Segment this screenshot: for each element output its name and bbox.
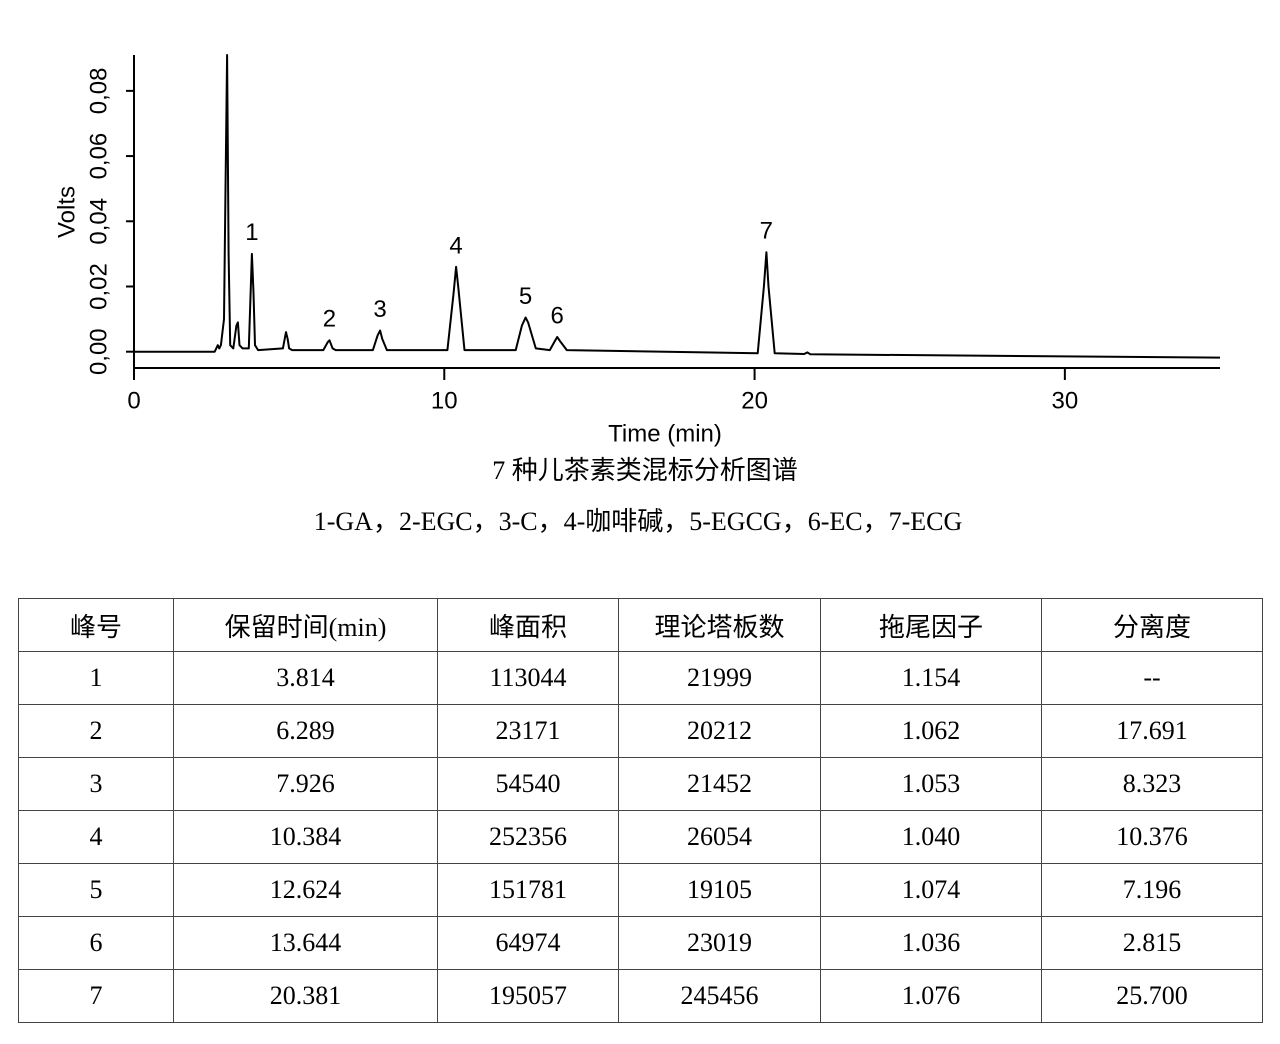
table-cell: 20212 — [618, 704, 821, 758]
table-cell: 7.926 — [173, 757, 438, 811]
table-cell: 8.323 — [1041, 757, 1263, 811]
table-cell: 25.700 — [1041, 969, 1263, 1023]
table-cell: 20.381 — [173, 969, 438, 1023]
table-cell: 23171 — [437, 704, 619, 758]
table-row: 3 7.926 54540 21452 1.053 8.323 — [18, 757, 1263, 811]
table-cell: 54540 — [437, 757, 619, 811]
y-tick-label: 0,08 — [85, 68, 112, 115]
peak-label: 6 — [551, 302, 564, 329]
table-cell: 64974 — [437, 916, 619, 970]
y-tick-label: 0,02 — [85, 263, 112, 310]
table-cell: 6 — [18, 916, 174, 970]
table-cell: 1.154 — [820, 651, 1042, 705]
x-axis-label: Time (min) — [608, 420, 722, 447]
table-cell: 245456 — [618, 969, 821, 1023]
table-cell: 分离度 — [1041, 598, 1263, 652]
peak-label: 3 — [373, 296, 386, 323]
table-cell: 1.074 — [820, 863, 1042, 917]
y-tick-label: 0,04 — [85, 198, 112, 245]
table-cell: -- — [1041, 651, 1263, 705]
peak-legend: 1-GA，2-EGC，3-C，4-咖啡碱，5-EGCG，6-EC，7-ECG — [314, 507, 963, 536]
table-cell: 峰号 — [18, 598, 174, 652]
table-row: 7 20.381 195057 245456 1.076 25.700 — [18, 969, 1263, 1023]
peak-label: 5 — [519, 283, 532, 310]
table-cell: 7 — [18, 969, 174, 1023]
y-axis-label: Volts — [53, 186, 80, 238]
table-row: 2 6.289 23171 20212 1.062 17.691 — [18, 704, 1263, 758]
table-cell: 17.691 — [1041, 704, 1263, 758]
table-cell: 23019 — [618, 916, 821, 970]
table-cell: 7.196 — [1041, 863, 1263, 917]
table-cell: 1.076 — [820, 969, 1042, 1023]
table-row: 4 10.384 252356 26054 1.040 10.376 — [18, 810, 1263, 864]
chromatogram-line — [134, 54, 1221, 359]
x-tick-label: 10 — [431, 387, 458, 414]
table-cell: 理论塔板数 — [618, 598, 821, 652]
table-cell: 19105 — [618, 863, 821, 917]
table-cell: 6.289 — [173, 704, 438, 758]
table-row: 5 12.624 151781 19105 1.074 7.196 — [18, 863, 1263, 917]
peak-label: 2 — [323, 306, 336, 333]
table-cell: 3.814 — [173, 651, 438, 705]
x-tick-label: 0 — [127, 387, 140, 414]
table-cell: 1.053 — [820, 757, 1042, 811]
table-cell: 保留时间(min) — [173, 598, 438, 652]
results-table: 峰号 保留时间(min) 峰面积 理论塔板数 拖尾因子 分离度 1 3.814 113044 21… — [18, 598, 1263, 1023]
table-cell: 113044 — [437, 651, 619, 705]
table-cell: 10.376 — [1041, 810, 1263, 864]
caption: 7 种儿茶素类混标分析图谱 — [492, 456, 798, 485]
table-cell: 1.040 — [820, 810, 1042, 864]
table-cell: 252356 — [437, 810, 619, 864]
table-cell: 拖尾因子 — [820, 598, 1042, 652]
peak-label: 7 — [760, 218, 773, 245]
table-cell: 3 — [18, 757, 174, 811]
table-cell: 21999 — [618, 651, 821, 705]
table-cell: 10.384 — [173, 810, 438, 864]
y-tick-label: 0,00 — [85, 328, 112, 375]
peak-label: 1 — [245, 219, 258, 246]
table-cell: 4 — [18, 810, 174, 864]
table-cell: 12.624 — [173, 863, 438, 917]
table-cell: 5 — [18, 863, 174, 917]
table-cell: 151781 — [437, 863, 619, 917]
table-cell: 195057 — [437, 969, 619, 1023]
chart: Volts Time (min) 7 种儿茶素类混标分析图谱 1-GA，2-EG… — [53, 54, 1221, 536]
header-row: 峰号 保留时间(min) 峰面积 理论塔板数 拖尾因子 分离度 — [18, 598, 1263, 652]
table-row: 1 3.814 113044 21999 1.154 -- — [18, 651, 1263, 705]
table-row: 6 13.644 64974 23019 1.036 2.815 — [18, 916, 1263, 970]
table-cell: 1.036 — [820, 916, 1042, 970]
table-cell: 13.644 — [173, 916, 438, 970]
x-tick-label: 20 — [741, 387, 768, 414]
peak-label: 4 — [449, 232, 462, 259]
table-cell: 峰面积 — [437, 598, 619, 652]
table-cell: 2.815 — [1041, 916, 1263, 970]
table-cell: 2 — [18, 704, 174, 758]
table-cell: 26054 — [618, 810, 821, 864]
table-cell: 21452 — [618, 757, 821, 811]
y-tick-label: 0,06 — [85, 133, 112, 180]
table-cell: 1.062 — [820, 704, 1042, 758]
table-cell: 1 — [18, 651, 174, 705]
x-tick-label: 30 — [1052, 387, 1079, 414]
